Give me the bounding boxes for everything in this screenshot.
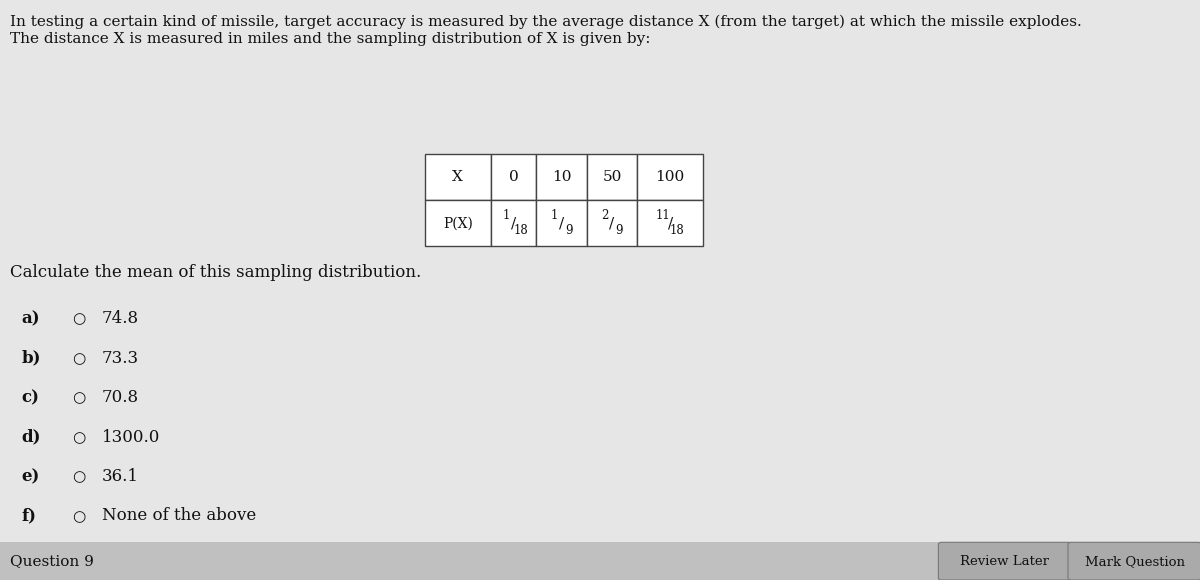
Bar: [587, 200, 637, 246]
Text: 74.8: 74.8: [102, 310, 139, 327]
Text: Calculate the mean of this sampling distribution.: Calculate the mean of this sampling dist…: [10, 264, 421, 281]
Text: The distance X is measured in miles and the sampling distribution of X is given : The distance X is measured in miles and …: [10, 32, 650, 46]
FancyBboxPatch shape: [938, 542, 1072, 580]
Text: 50: 50: [602, 170, 622, 184]
Bar: [536, 154, 587, 200]
Text: f): f): [22, 508, 36, 524]
Text: 0: 0: [509, 170, 518, 184]
Text: 1300.0: 1300.0: [102, 429, 161, 445]
Text: ○: ○: [72, 390, 85, 405]
Text: Mark Question: Mark Question: [1085, 554, 1184, 568]
Text: a): a): [22, 310, 41, 327]
Text: Question 9: Question 9: [10, 554, 94, 568]
Bar: [587, 154, 637, 200]
Text: 1: 1: [551, 209, 558, 222]
Text: ○: ○: [72, 351, 85, 366]
Text: ○: ○: [72, 509, 85, 524]
Text: None of the above: None of the above: [102, 508, 257, 524]
FancyBboxPatch shape: [0, 0, 1200, 542]
Text: b): b): [22, 350, 41, 367]
Text: 18: 18: [670, 224, 685, 237]
Text: 73.3: 73.3: [102, 350, 139, 367]
Text: 2: 2: [601, 209, 608, 222]
FancyBboxPatch shape: [1068, 542, 1200, 580]
FancyBboxPatch shape: [0, 542, 1200, 580]
Text: e): e): [22, 468, 40, 485]
Bar: [425, 200, 491, 246]
Bar: [491, 154, 536, 200]
Bar: [637, 154, 703, 200]
Text: 11: 11: [655, 209, 671, 222]
Text: 18: 18: [514, 224, 528, 237]
Bar: [637, 200, 703, 246]
Text: 1: 1: [503, 209, 510, 222]
Text: 9: 9: [565, 224, 572, 237]
Text: c): c): [22, 389, 40, 406]
Text: 70.8: 70.8: [102, 389, 139, 406]
Text: X: X: [452, 170, 463, 184]
Text: /: /: [511, 216, 516, 230]
Text: ○: ○: [72, 430, 85, 445]
Bar: [425, 154, 491, 200]
Text: P(X): P(X): [443, 216, 473, 230]
Bar: [491, 200, 536, 246]
Text: /: /: [667, 216, 673, 230]
Text: 9: 9: [616, 224, 623, 237]
Text: d): d): [22, 429, 41, 445]
Text: In testing a certain kind of missile, target accuracy is measured by the average: In testing a certain kind of missile, ta…: [10, 14, 1081, 29]
Text: 100: 100: [655, 170, 685, 184]
Bar: [536, 200, 587, 246]
Text: Review Later: Review Later: [960, 554, 1050, 568]
Text: /: /: [559, 216, 564, 230]
Text: ○: ○: [72, 469, 85, 484]
Text: ○: ○: [72, 311, 85, 327]
Text: /: /: [610, 216, 614, 230]
Text: 36.1: 36.1: [102, 468, 139, 485]
Text: 10: 10: [552, 170, 571, 184]
